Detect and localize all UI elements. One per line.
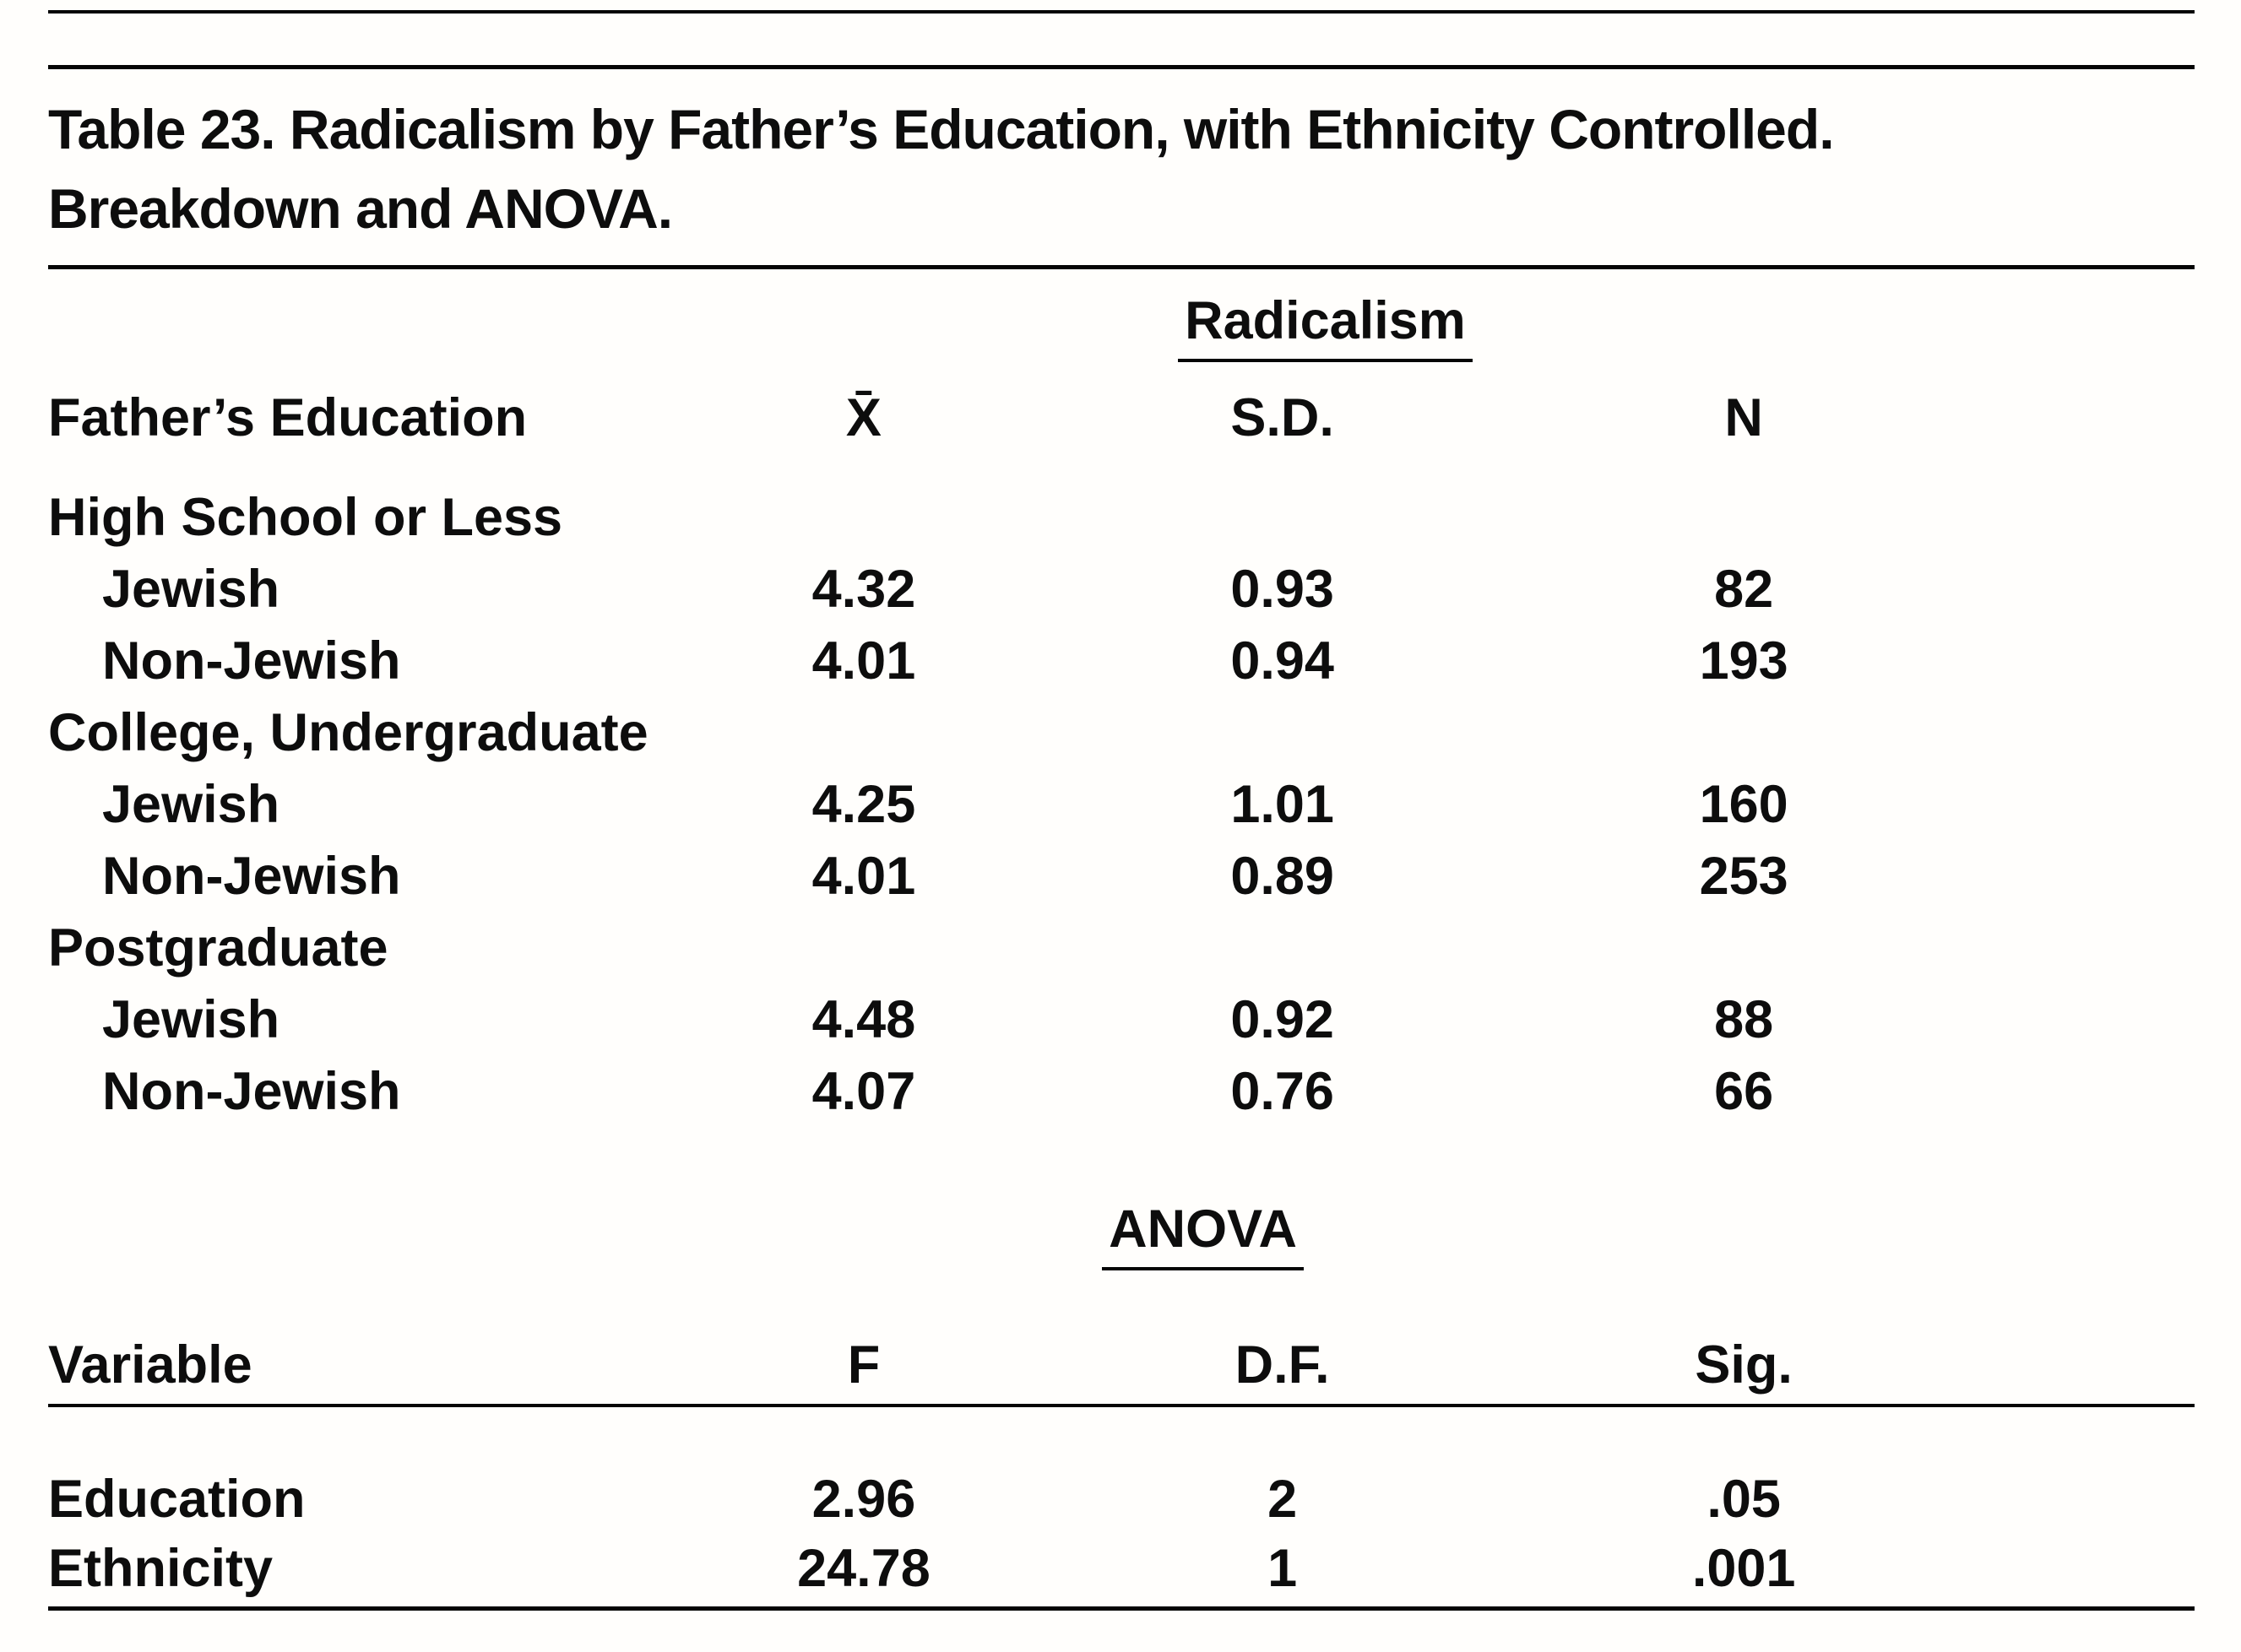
sd-value <box>1121 913 1443 984</box>
row-label: College, Undergraduate <box>48 703 648 762</box>
anova-header-rule <box>48 1404 2195 1407</box>
anova-column-header-sig: Sig. <box>1695 1335 1793 1395</box>
f-value: 24.78 <box>797 1539 931 1598</box>
variable-label: Ethnicity <box>48 1539 274 1598</box>
radicalism-panel-row: Radicalism <box>48 291 2195 362</box>
n-value <box>1443 697 2044 769</box>
radicalism-panel-label: Radicalism <box>1178 291 1473 362</box>
mean-value: 4.32 <box>811 560 916 619</box>
table-row: Non-Jewish 4.07 0.76 66 <box>48 1056 2195 1128</box>
n-value: 66 <box>1714 1062 1774 1121</box>
title-divider-rule <box>48 265 2195 269</box>
n-value: 193 <box>1699 631 1788 691</box>
bottom-rule <box>48 1606 2195 1611</box>
n-value: 88 <box>1714 990 1774 1049</box>
row-label: Non-Jewish <box>102 631 401 691</box>
sig-value: .001 <box>1691 1539 1796 1598</box>
mean-value: 4.25 <box>811 775 916 834</box>
column-header-sd: S.D. <box>1230 388 1334 447</box>
mean-value <box>606 913 1121 984</box>
column-header-mean: X̄ <box>845 388 882 447</box>
mean-value: 4.07 <box>811 1062 916 1121</box>
top-rule-inner <box>48 65 2195 69</box>
row-label: Postgraduate <box>48 918 388 978</box>
row-label: Jewish <box>102 775 280 834</box>
row-label: Jewish <box>102 990 280 1049</box>
top-rule-gap <box>48 14 2195 65</box>
anova-row: Education 2.96 2 .05 <box>48 1465 2195 1534</box>
n-value: 253 <box>1699 847 1788 906</box>
row-label: High School or Less <box>48 488 563 547</box>
n-value: 160 <box>1699 775 1788 834</box>
anova-header-row: Variable F D.F. Sig. <box>48 1333 2195 1397</box>
breakdown-header-row: Father’s Education X̄ S.D. N <box>48 386 2195 450</box>
row-label: Jewish <box>102 560 280 619</box>
sd-value: 0.94 <box>1230 631 1334 691</box>
anova-heading-label: ANOVA <box>1102 1200 1305 1270</box>
table-number: Table 23. <box>48 98 276 160</box>
table-row: Jewish 4.32 0.93 82 <box>48 554 2195 626</box>
table-title: Table 23. Radicalism by Father’s Educati… <box>48 89 2195 248</box>
df-value: 2 <box>1267 1470 1298 1529</box>
table-row: College, Undergraduate <box>48 697 2195 769</box>
mean-value <box>606 482 1121 554</box>
sd-value: 0.93 <box>1230 560 1334 619</box>
title-line-1: Table 23. Radicalism by Father’s Educati… <box>48 89 2195 169</box>
table-row: Jewish 4.25 1.01 160 <box>48 769 2195 841</box>
row-label: Non-Jewish <box>102 847 401 906</box>
anova-column-header-df: D.F. <box>1234 1335 1330 1395</box>
sd-value <box>1121 697 1443 769</box>
anova-column-header-f: F <box>847 1335 881 1395</box>
breakdown-table: High School or Less Jewish 4.32 0.93 82 … <box>48 482 2195 1128</box>
title-subtitle: Breakdown and ANOVA. <box>48 177 673 240</box>
n-value <box>1443 482 2044 554</box>
table-row: High School or Less <box>48 482 2195 554</box>
n-value <box>1443 913 2044 984</box>
sd-value: 0.76 <box>1230 1062 1334 1121</box>
top-rule-outer <box>48 10 2195 14</box>
table-row: Non-Jewish 4.01 0.89 253 <box>48 841 2195 913</box>
title-text: Radicalism by Father’s Education, with E… <box>289 98 1835 160</box>
mean-value: 4.01 <box>811 631 916 691</box>
radicalism-panel-cell: Radicalism <box>606 291 2044 362</box>
column-header-fathers-education: Father’s Education <box>48 388 528 447</box>
sd-value: 0.92 <box>1230 990 1334 1049</box>
table-row: Postgraduate <box>48 913 2195 984</box>
table-row: Jewish 4.48 0.92 88 <box>48 984 2195 1056</box>
sd-value: 0.89 <box>1230 847 1334 906</box>
sd-value: 1.01 <box>1230 775 1334 834</box>
anova-row: Ethnicity 24.78 1 .001 <box>48 1534 2195 1603</box>
f-value: 2.96 <box>811 1470 916 1529</box>
df-value: 1 <box>1267 1539 1298 1598</box>
anova-column-header-variable: Variable <box>48 1335 252 1395</box>
row-label: Non-Jewish <box>102 1062 401 1121</box>
anova-table: Education 2.96 2 .05 Ethnicity 24.78 1 .… <box>48 1465 2195 1603</box>
variable-label: Education <box>48 1470 306 1529</box>
mean-value: 4.48 <box>811 990 916 1049</box>
table-row: Non-Jewish 4.01 0.94 193 <box>48 626 2195 697</box>
sd-value <box>1121 482 1443 554</box>
mean-value: 4.01 <box>811 847 916 906</box>
anova-heading: ANOVA <box>48 1200 2195 1270</box>
sig-value: .05 <box>1707 1470 1781 1529</box>
n-value: 82 <box>1714 560 1774 619</box>
mean-value <box>606 697 1121 769</box>
column-header-n: N <box>1724 388 1763 447</box>
